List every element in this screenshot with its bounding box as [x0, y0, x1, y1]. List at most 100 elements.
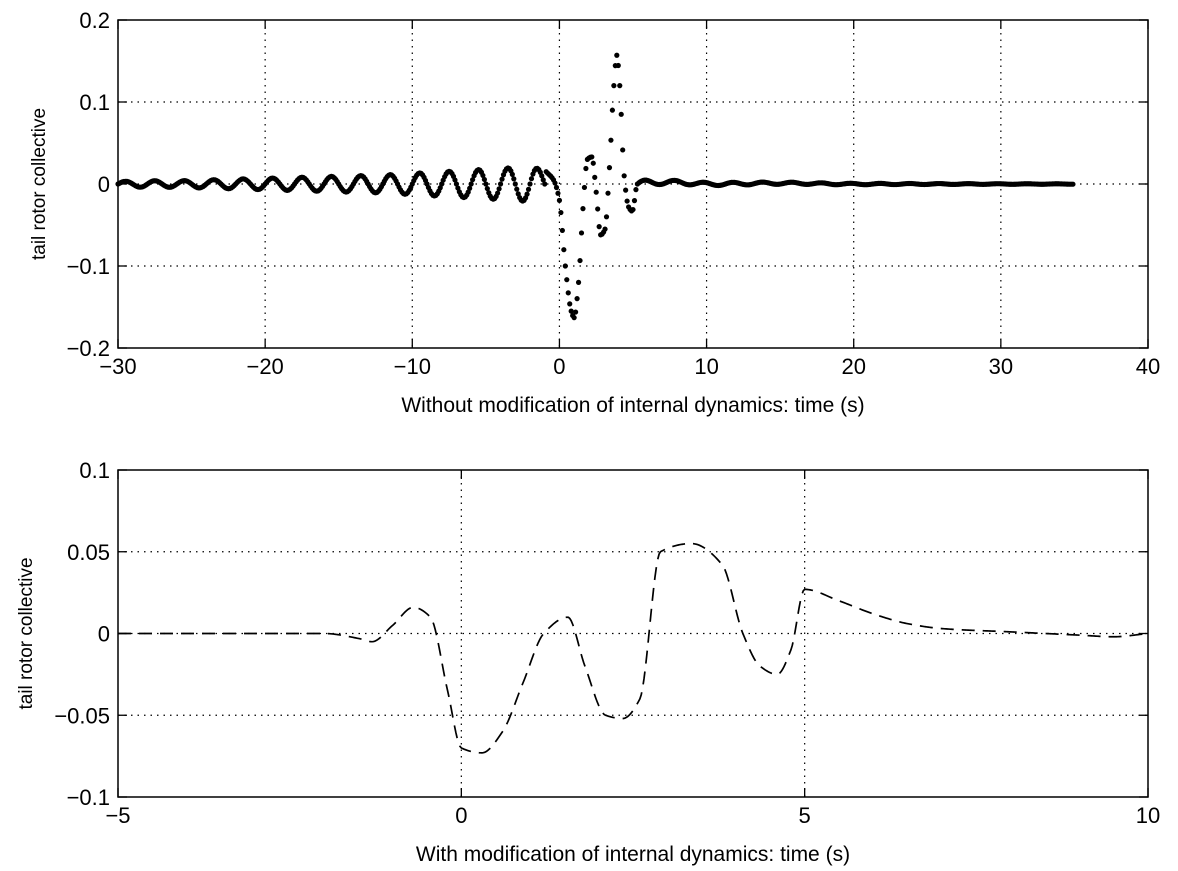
data-point [483, 181, 489, 187]
data-point [562, 263, 568, 269]
data-point [484, 185, 490, 192]
data-point [453, 181, 460, 187]
data-point [573, 309, 579, 315]
data-point [565, 290, 571, 296]
data-point [553, 184, 560, 191]
x-tick-label: 20 [841, 354, 865, 379]
data-point [621, 173, 627, 179]
data-point [524, 191, 530, 197]
data-point [592, 174, 598, 180]
y-tick-label: 0.2 [79, 8, 110, 33]
data-point [624, 198, 630, 204]
x-tick-label: 30 [989, 354, 1013, 379]
data-point [567, 301, 573, 307]
data-point [539, 173, 545, 179]
data-line [118, 542, 1149, 754]
data-point [480, 172, 486, 179]
data-point [540, 177, 546, 183]
data-point [603, 214, 610, 220]
data-point [452, 177, 458, 183]
data-point [528, 176, 535, 182]
y-tick-label: −0.1 [67, 785, 110, 810]
data-point [581, 184, 588, 191]
data-point [558, 209, 564, 216]
y-tick-label: 0 [98, 622, 110, 647]
data-point [577, 257, 583, 264]
data-point [614, 52, 620, 58]
x-tick-label: 10 [1136, 803, 1160, 828]
data-point [606, 165, 613, 171]
data-point [496, 186, 502, 192]
data-point [580, 206, 586, 212]
data-point [583, 165, 589, 172]
data-point [593, 189, 599, 195]
data-point [556, 197, 563, 203]
data-series [115, 52, 1076, 321]
data-point [605, 190, 611, 196]
x-tick-label: −10 [394, 354, 431, 379]
data-point [596, 224, 602, 230]
data-point [514, 186, 520, 192]
x-tick-label: 10 [694, 354, 718, 379]
y-tick-label: 0 [98, 172, 110, 197]
x-tick-label: −20 [246, 354, 283, 379]
data-point [559, 227, 565, 234]
y-tick-label: 0.1 [79, 90, 110, 115]
y-tick-label: −0.1 [67, 254, 110, 279]
y-tick-label: −0.05 [54, 703, 110, 728]
data-point [595, 206, 601, 212]
data-point [512, 181, 518, 187]
data-point [568, 308, 574, 314]
data-point [617, 83, 623, 89]
data-point [542, 181, 548, 187]
x-axis-label: With modification of internal dynamics: … [416, 843, 850, 866]
y-axis-label: tail rotor collective [16, 557, 37, 709]
data-point [555, 190, 561, 196]
x-tick-label: −5 [105, 803, 130, 828]
data-point [509, 171, 515, 177]
data-point [468, 181, 474, 187]
data-point [578, 230, 585, 236]
data-point [470, 177, 476, 183]
data-point [630, 206, 636, 213]
data-point [1070, 181, 1076, 187]
data-point [575, 279, 582, 285]
x-tick-label: −30 [99, 354, 136, 379]
y-tick-label: 0.05 [67, 540, 110, 565]
data-point [467, 185, 473, 191]
data-point [633, 187, 639, 193]
x-tick-label: 0 [553, 354, 565, 379]
y-tick-label: 0.1 [79, 458, 110, 483]
top-chart-panel: −30 −20 −10 0 10 20 30 40 0.2 0.1 0 −0.1 −0.2 Without… [29, 8, 1160, 417]
data-point [499, 176, 505, 182]
data-point [497, 181, 504, 187]
data-point [481, 176, 487, 183]
x-tick-label: 0 [455, 803, 467, 828]
data-point [615, 62, 621, 69]
data-point [561, 247, 567, 253]
data-point [574, 296, 580, 302]
data-point [618, 111, 624, 117]
y-tick-label: −0.2 [67, 336, 110, 361]
data-point [620, 147, 626, 153]
data-point [631, 198, 638, 204]
x-axis-label: Without modification of internal dynamic… [401, 394, 864, 417]
x-tick-label: 5 [799, 803, 811, 828]
data-point [571, 315, 577, 321]
data-point [552, 180, 558, 186]
data-point [602, 226, 608, 232]
data-point [608, 137, 614, 143]
y-axis-label: tail rotor collective [29, 108, 50, 260]
data-point [495, 190, 501, 196]
data-point [611, 83, 617, 89]
data-point [511, 176, 517, 182]
data-point [623, 187, 629, 193]
data-point [564, 277, 570, 283]
bottom-chart-panel: −5 0 5 10 0.1 0.05 0 −0.05 −0.1 With modification… [16, 458, 1160, 866]
data-point [527, 181, 533, 187]
data-point [525, 186, 532, 192]
data-point [589, 154, 595, 160]
data-point [590, 160, 596, 166]
x-tick-label: 40 [1136, 354, 1160, 379]
